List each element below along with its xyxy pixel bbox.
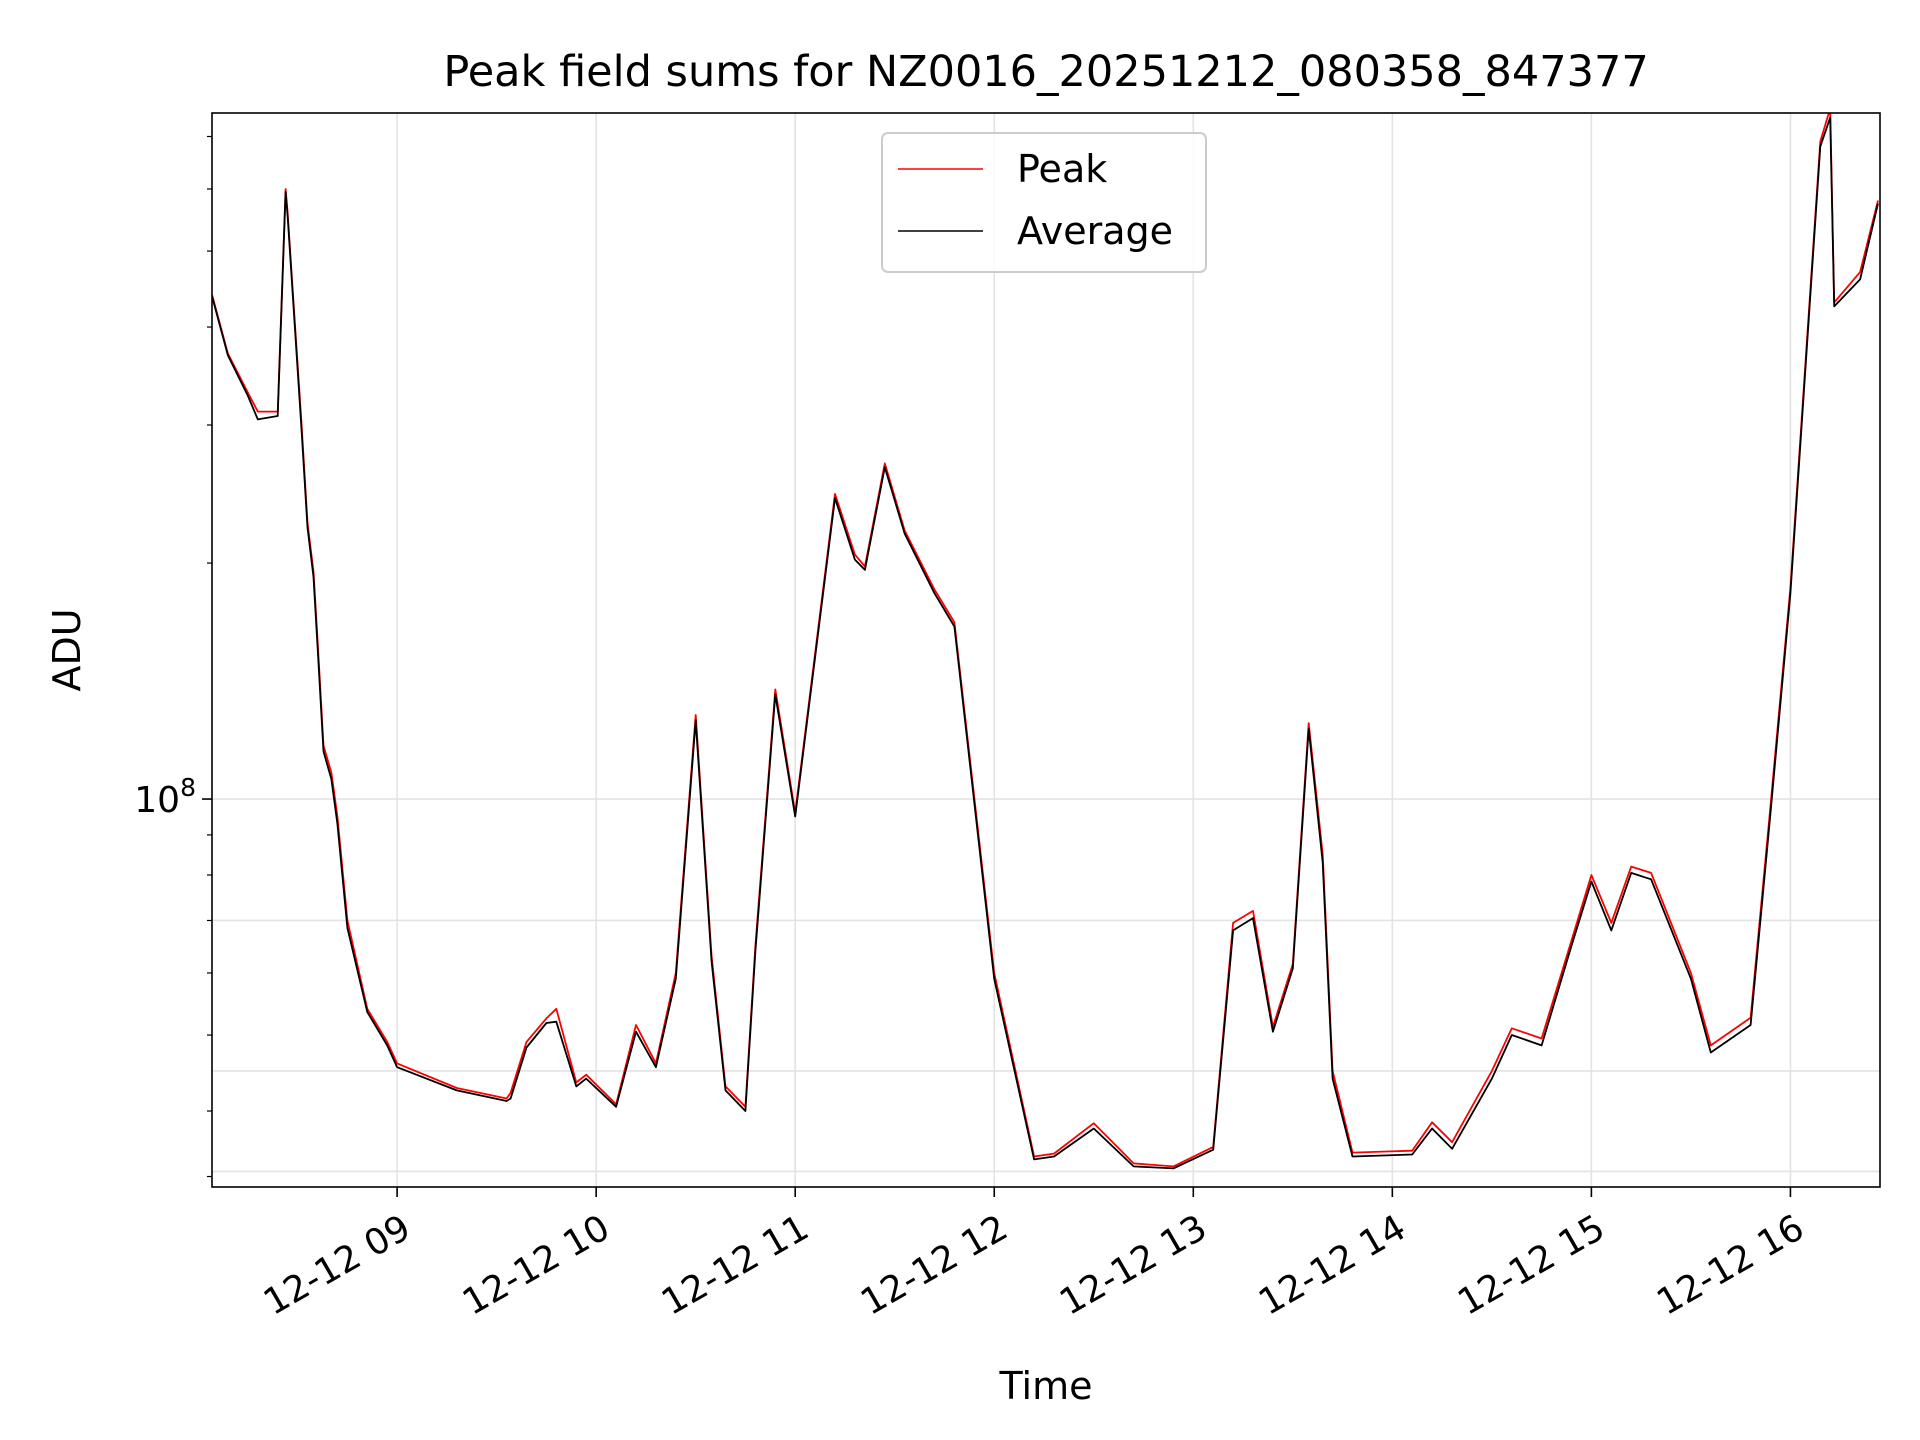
legend-peak-label: Peak (1017, 147, 1107, 191)
chart-title: Peak field sums for NZ0016_20251212_0803… (443, 47, 1648, 97)
series-layer (212, 113, 1879, 1170)
x-axis-label: Time (999, 1364, 1093, 1408)
grid-layer (212, 113, 1880, 1187)
y-tick-label: 108 (134, 773, 196, 821)
plot-area-frame (211, 112, 1881, 1188)
legend-frame (881, 132, 1207, 273)
y-axis-label: ADU (45, 608, 89, 691)
legend: Peak Average (881, 132, 1207, 273)
legend-average-label: Average (1017, 209, 1173, 253)
series-line-average (212, 116, 1879, 1170)
